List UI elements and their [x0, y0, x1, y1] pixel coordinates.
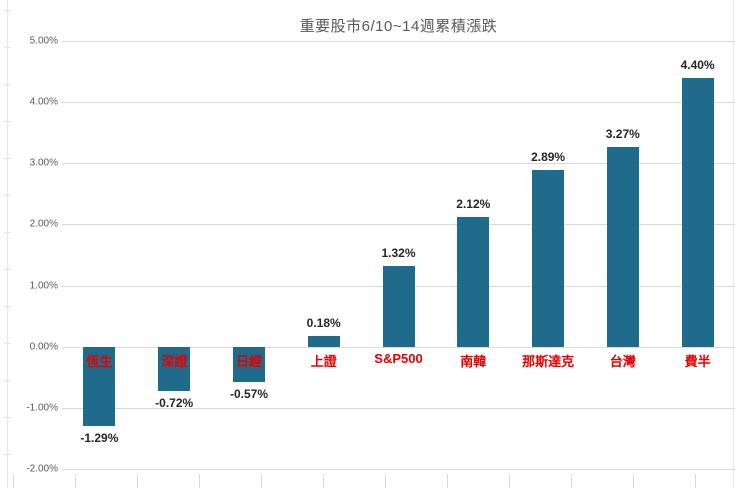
spreadsheet-column-tick [695, 474, 696, 488]
bar-value-label: -0.57% [229, 386, 268, 401]
spreadsheet-column-tick [385, 474, 386, 488]
spreadsheet-column-tick [13, 474, 14, 488]
y-axis-tick-label: 2.00% [29, 218, 58, 230]
chart-title: 重要股市6/10~14週累積漲跌 [299, 18, 498, 35]
spreadsheet-row-tick [4, 195, 11, 196]
spreadsheet-row-tick [4, 232, 11, 233]
gridline-0.00% [62, 346, 735, 348]
bar-上證 [307, 335, 340, 347]
y-axis-tick-label: -2.00% [26, 463, 58, 475]
spreadsheet-row-tick [4, 417, 11, 418]
spreadsheet-column-tick [633, 474, 634, 488]
bar-恆生 [83, 346, 116, 426]
bar-value-label: 0.18% [306, 315, 341, 330]
spreadsheet-left-gridline [7, 0, 8, 488]
y-axis-tick-label: -1.00% [26, 402, 58, 414]
spreadsheet-right-gridline [733, 0, 734, 488]
spreadsheet-column-tick [261, 474, 262, 488]
gridline--2.00% [62, 469, 735, 470]
y-axis-tick-label: 0.00% [29, 341, 58, 353]
bar-S&P500 [382, 266, 415, 347]
spreadsheet-column-tick [509, 474, 510, 488]
gridline-4.00% [62, 102, 735, 104]
category-label-南韓: 南韓 [460, 353, 487, 369]
category-label-上證: 上證 [310, 353, 337, 369]
spreadsheet-row-tick [4, 343, 11, 344]
gridline-2.00% [62, 224, 735, 226]
category-label-日經: 日經 [235, 353, 262, 369]
bar-value-label: 4.40% [680, 57, 715, 72]
spreadsheet-column-tick [447, 474, 448, 488]
spreadsheet-column-tick [323, 474, 324, 488]
bar-value-label: -1.29% [80, 430, 119, 445]
spreadsheet-row-tick [4, 380, 11, 381]
bar-台灣 [606, 146, 639, 347]
spreadsheet-row-tick [4, 454, 11, 455]
bar-value-label: -0.72% [155, 395, 194, 410]
category-label-恆生: 恆生 [86, 353, 113, 369]
spreadsheet-row-tick [4, 84, 11, 85]
y-axis-tick-label: 3.00% [29, 157, 58, 169]
spreadsheet-row-tick [4, 158, 11, 159]
gridline-5.00% [62, 41, 735, 42]
category-label-深證: 深證 [161, 353, 188, 369]
gridline-3.00% [62, 163, 735, 165]
category-label-台灣: 台灣 [609, 353, 636, 369]
y-axis-tick-label: 4.00% [29, 96, 58, 108]
gridline--1.00% [62, 407, 735, 409]
spreadsheet-row-tick [4, 47, 11, 48]
spreadsheet-column-tick [137, 474, 138, 488]
y-axis-tick-label: 5.00% [29, 35, 58, 47]
category-label-費半: 費半 [684, 353, 711, 369]
spreadsheet-column-tick [199, 474, 200, 488]
bar-南韓 [457, 217, 490, 347]
bar-那斯達克 [532, 170, 565, 347]
bar-日經 [232, 346, 265, 382]
spreadsheet-column-tick [571, 474, 572, 488]
category-label-S&P500: S&P500 [374, 350, 423, 366]
bar-value-label: 1.32% [381, 246, 416, 260]
category-label-那斯達克: 那斯達克 [522, 353, 575, 369]
spreadsheet-row-tick [4, 10, 11, 11]
y-axis-tick-label: 1.00% [29, 280, 58, 292]
bar-深證 [158, 346, 191, 391]
bar-value-label: 3.27% [605, 126, 640, 141]
spreadsheet-row-tick [4, 306, 11, 307]
bar-value-label: 2.12% [456, 197, 491, 212]
spreadsheet-row-tick [4, 121, 11, 122]
spreadsheet-column-tick [75, 474, 76, 488]
spreadsheet-row-tick [4, 269, 11, 270]
bar-value-label: 2.89% [531, 150, 566, 164]
bar-費半 [681, 77, 714, 347]
